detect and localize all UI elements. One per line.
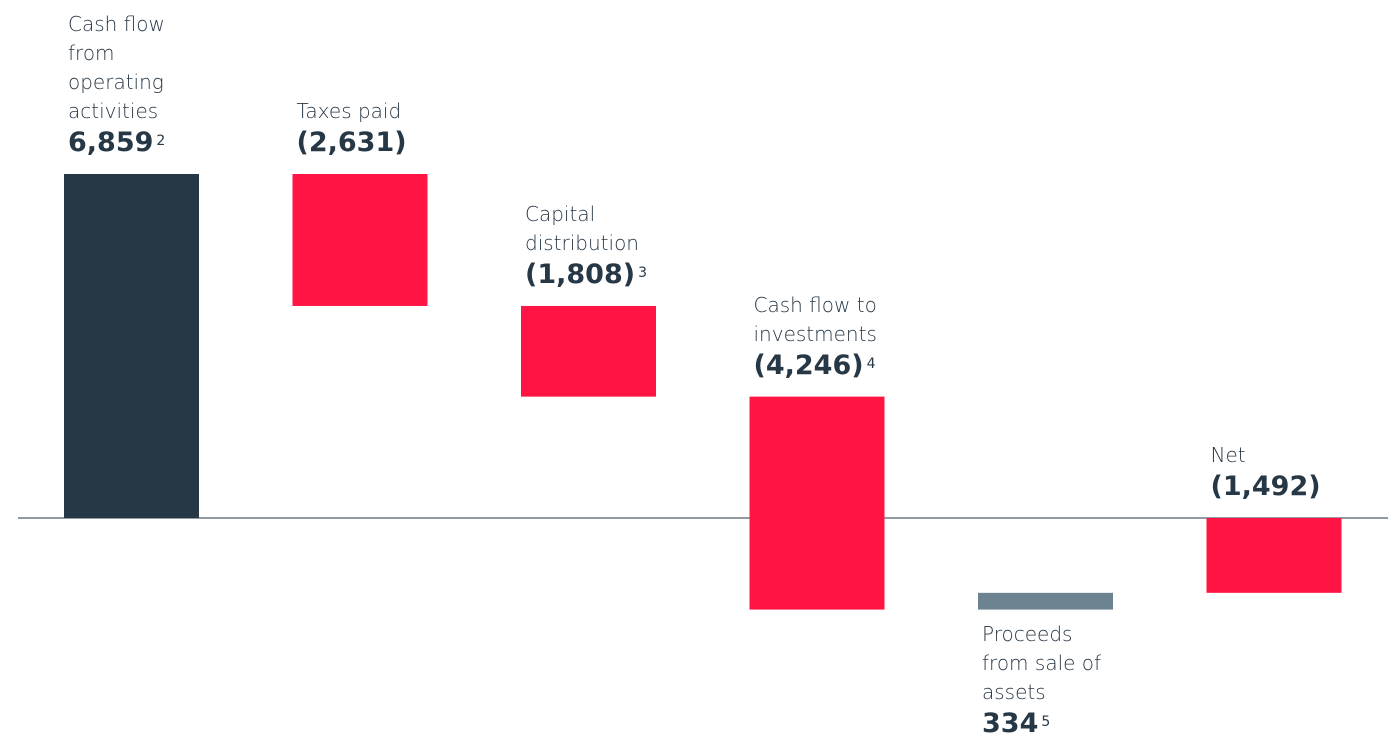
value-label: (4,246) (753, 349, 864, 381)
category-label: Proceeds from sale of assets (982, 621, 1102, 704)
footnote-mark: 3 (638, 264, 648, 281)
bar (978, 592, 1113, 610)
bar-label: Proceeds from sale of assets 334 5 (982, 620, 1122, 741)
bar (749, 396, 885, 610)
category-label: Taxes paid (296, 99, 402, 123)
bar-label: Net (1,492) (1211, 441, 1351, 504)
value-label: 334 (982, 707, 1039, 739)
bar-label: Capital distribution (1,808) 3 (525, 200, 665, 292)
value-label: (2,631) (296, 127, 407, 158)
bar (292, 174, 428, 306)
value-label-row: 334 5 (982, 707, 1122, 741)
footnote-mark: 2 (156, 133, 166, 149)
bar (521, 305, 656, 397)
bar (64, 174, 199, 518)
value-label: (1,492) (1210, 471, 1321, 502)
category-label: Capital distribution (525, 201, 639, 255)
category-label: Cash flow from operating activities (68, 12, 165, 123)
category-label: Cash flow to investments (753, 292, 877, 346)
value-label-row: (4,246) 4 (754, 349, 894, 383)
bar-label: Cash flow from operating activities 6,859… (68, 10, 208, 160)
bar-label: Taxes paid (2,631) (297, 97, 437, 160)
bar (1206, 518, 1342, 593)
category-label: Net (1210, 443, 1246, 467)
value-label-row: (2,631) (297, 126, 437, 160)
value-label-row: 6,859 2 (68, 126, 208, 160)
value-label: (1,808) (525, 258, 636, 290)
footnote-mark: 4 (866, 355, 876, 372)
value-label: 6,859 (68, 127, 154, 158)
value-label-row: (1,492) (1211, 470, 1351, 504)
footnote-mark: 5 (1041, 713, 1051, 730)
value-label-row: (1,808) 3 (525, 258, 665, 292)
bar-label: Cash flow to investments (4,246) 4 (754, 291, 894, 383)
